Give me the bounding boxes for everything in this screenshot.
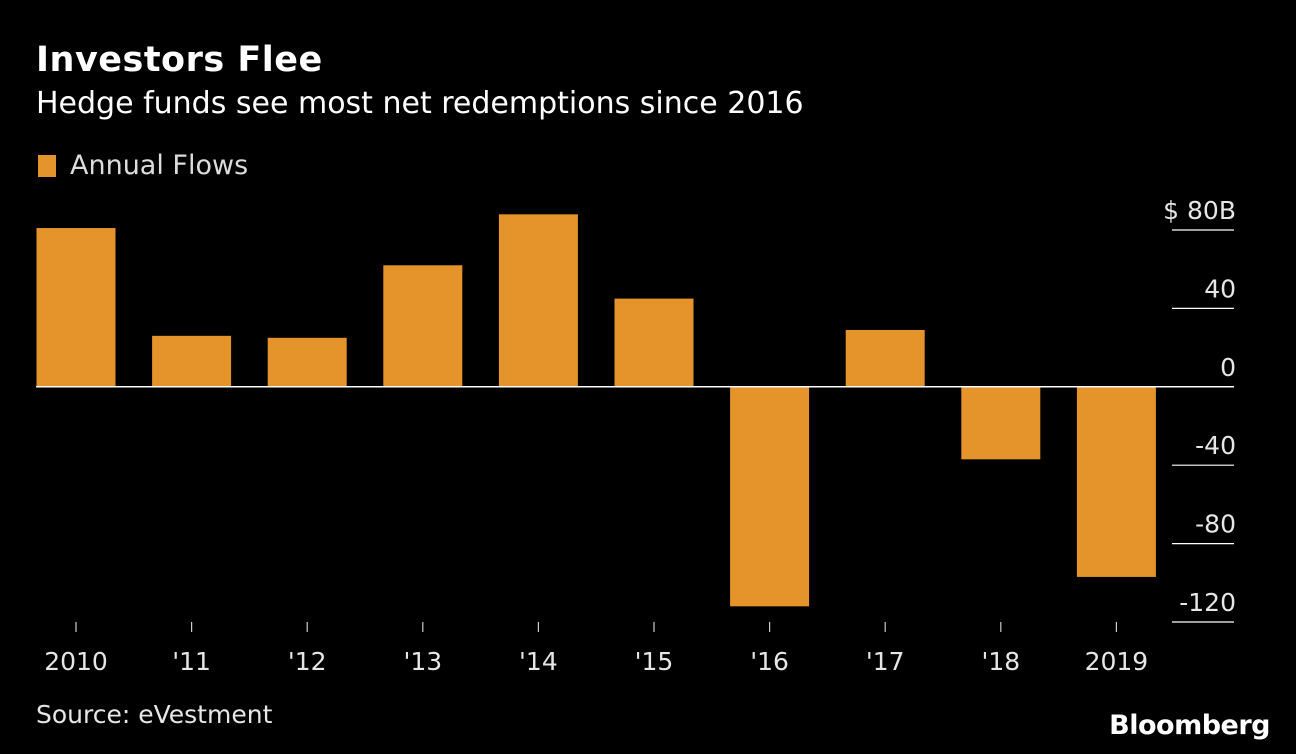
bar: [614, 298, 694, 387]
x-tick-label: 2010: [44, 647, 108, 676]
y-tick-label: -40: [1195, 431, 1236, 460]
y-tick-label: 40: [1204, 274, 1236, 303]
x-ticks: [75, 622, 1118, 632]
bars: [36, 214, 1156, 607]
x-tick-label: '17: [866, 647, 905, 676]
x-tick-label: '16: [750, 647, 789, 676]
bar: [498, 214, 578, 387]
chart-subtitle: Hedge funds see most net redemptions sin…: [36, 86, 804, 121]
bar: [845, 329, 925, 387]
x-tick-label: '12: [288, 647, 327, 676]
bar: [152, 335, 232, 387]
y-tick-label: -80: [1195, 510, 1236, 539]
y-tick-label: -120: [1179, 588, 1236, 617]
x-tick-label: 2019: [1085, 647, 1149, 676]
bar: [1076, 386, 1156, 577]
bar: [36, 228, 116, 387]
x-tick-label: '14: [519, 647, 558, 676]
legend: Annual Flows: [38, 150, 248, 181]
bar: [730, 386, 810, 607]
bar: [267, 337, 347, 387]
x-tick-label: '15: [635, 647, 674, 676]
bar: [961, 386, 1041, 460]
bloomberg-logo: Bloomberg: [1109, 710, 1270, 741]
x-tick-label: '18: [981, 647, 1020, 676]
bar: [383, 265, 463, 387]
y-tick-label: 0: [1220, 353, 1236, 382]
source-note: Source: eVestment: [36, 700, 273, 729]
x-tick-labels: 2010 '11 '12 '13 '14 '15 '16 '17 '18 2019: [44, 647, 1148, 676]
y-tick-label: $ 80B: [1163, 196, 1236, 225]
legend-swatch: [38, 154, 56, 177]
y-tick-labels: $ 80B 40 0 -40 -80 -120: [1163, 196, 1236, 617]
x-tick-label: '13: [403, 647, 442, 676]
legend-label: Annual Flows: [70, 150, 249, 181]
gridlines: [1172, 229, 1234, 623]
chart-title: Investors Flee: [36, 40, 323, 80]
x-tick-label: '11: [172, 647, 211, 676]
